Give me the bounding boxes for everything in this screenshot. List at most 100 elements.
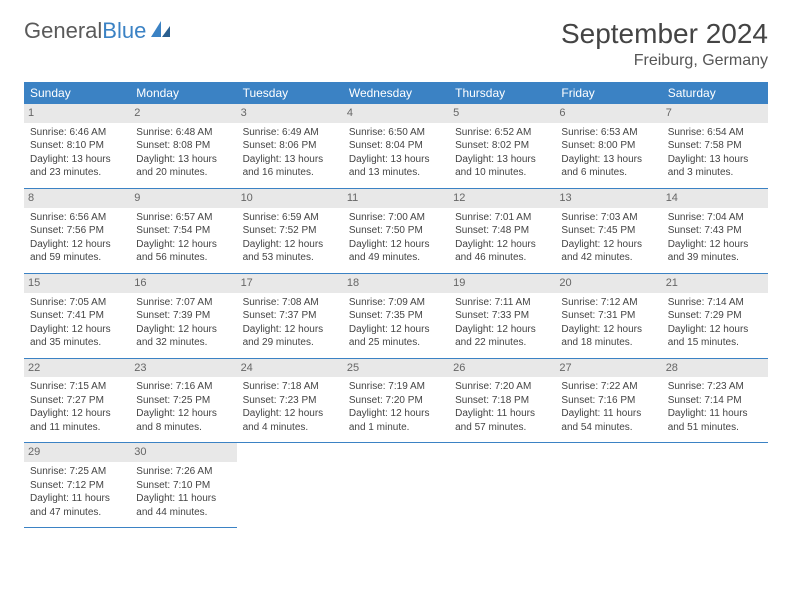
day-cell	[237, 443, 343, 528]
sunset-text: Sunset: 8:04 PM	[349, 139, 443, 153]
day-number: 12	[449, 189, 555, 208]
sunset-text: Sunset: 7:41 PM	[30, 309, 124, 323]
day-number: 17	[237, 274, 343, 293]
daylight-text: Daylight: 13 hours and 10 minutes.	[455, 153, 549, 180]
day-cell: 24Sunrise: 7:18 AMSunset: 7:23 PMDayligh…	[237, 358, 343, 443]
day-cell: 13Sunrise: 7:03 AMSunset: 7:45 PMDayligh…	[555, 188, 661, 273]
day-number: 24	[237, 359, 343, 378]
day-cell: 17Sunrise: 7:08 AMSunset: 7:37 PMDayligh…	[237, 273, 343, 358]
sunset-text: Sunset: 8:10 PM	[30, 139, 124, 153]
weekday-header: Thursday	[449, 82, 555, 104]
daylight-text: Daylight: 12 hours and 49 minutes.	[349, 238, 443, 265]
calendar-row: 8Sunrise: 6:56 AMSunset: 7:56 PMDaylight…	[24, 188, 768, 273]
weekday-header: Wednesday	[343, 82, 449, 104]
weekday-header: Saturday	[662, 82, 768, 104]
daylight-text: Daylight: 13 hours and 20 minutes.	[136, 153, 230, 180]
day-cell	[662, 443, 768, 528]
daylight-text: Daylight: 12 hours and 35 minutes.	[30, 323, 124, 350]
sunrise-text: Sunrise: 7:23 AM	[668, 380, 762, 394]
day-cell	[555, 443, 661, 528]
sunset-text: Sunset: 7:35 PM	[349, 309, 443, 323]
day-cell: 27Sunrise: 7:22 AMSunset: 7:16 PMDayligh…	[555, 358, 661, 443]
day-cell: 3Sunrise: 6:49 AMSunset: 8:06 PMDaylight…	[237, 104, 343, 188]
day-cell: 14Sunrise: 7:04 AMSunset: 7:43 PMDayligh…	[662, 188, 768, 273]
logo-text-1: General	[24, 18, 102, 44]
daylight-text: Daylight: 11 hours and 54 minutes.	[561, 407, 655, 434]
day-cell: 6Sunrise: 6:53 AMSunset: 8:00 PMDaylight…	[555, 104, 661, 188]
header: GeneralBlue September 2024 Freiburg, Ger…	[24, 18, 768, 70]
sunrise-text: Sunrise: 7:18 AM	[243, 380, 337, 394]
day-number: 7	[662, 104, 768, 123]
calendar-row: 1Sunrise: 6:46 AMSunset: 8:10 PMDaylight…	[24, 104, 768, 188]
daylight-text: Daylight: 13 hours and 13 minutes.	[349, 153, 443, 180]
day-number: 11	[343, 189, 449, 208]
day-number: 26	[449, 359, 555, 378]
day-number: 29	[24, 443, 130, 462]
sunrise-text: Sunrise: 7:08 AM	[243, 296, 337, 310]
day-number: 30	[130, 443, 236, 462]
sunset-text: Sunset: 7:23 PM	[243, 394, 337, 408]
day-cell: 23Sunrise: 7:16 AMSunset: 7:25 PMDayligh…	[130, 358, 236, 443]
sunset-text: Sunset: 7:16 PM	[561, 394, 655, 408]
daylight-text: Daylight: 12 hours and 59 minutes.	[30, 238, 124, 265]
sunset-text: Sunset: 7:52 PM	[243, 224, 337, 238]
day-cell: 4Sunrise: 6:50 AMSunset: 8:04 PMDaylight…	[343, 104, 449, 188]
daylight-text: Daylight: 12 hours and 22 minutes.	[455, 323, 549, 350]
sunrise-text: Sunrise: 6:48 AM	[136, 126, 230, 140]
sunrise-text: Sunrise: 6:46 AM	[30, 126, 124, 140]
day-number: 14	[662, 189, 768, 208]
daylight-text: Daylight: 12 hours and 15 minutes.	[668, 323, 762, 350]
sunrise-text: Sunrise: 6:56 AM	[30, 211, 124, 225]
daylight-text: Daylight: 12 hours and 32 minutes.	[136, 323, 230, 350]
daylight-text: Daylight: 13 hours and 16 minutes.	[243, 153, 337, 180]
day-number: 19	[449, 274, 555, 293]
day-cell: 9Sunrise: 6:57 AMSunset: 7:54 PMDaylight…	[130, 188, 236, 273]
daylight-text: Daylight: 12 hours and 25 minutes.	[349, 323, 443, 350]
daylight-text: Daylight: 12 hours and 42 minutes.	[561, 238, 655, 265]
location: Freiburg, Germany	[561, 52, 768, 70]
daylight-text: Daylight: 11 hours and 47 minutes.	[30, 492, 124, 519]
day-cell: 15 Sunrise: 7:05 AMSunset: 7:41 PMDayligh…	[24, 273, 130, 358]
day-number: 25	[343, 359, 449, 378]
daylight-text: Daylight: 13 hours and 6 minutes.	[561, 153, 655, 180]
calendar-table: Sunday Monday Tuesday Wednesday Thursday…	[24, 82, 768, 528]
sunset-text: Sunset: 7:54 PM	[136, 224, 230, 238]
sunset-text: Sunset: 7:37 PM	[243, 309, 337, 323]
daylight-text: Daylight: 12 hours and 46 minutes.	[455, 238, 549, 265]
day-cell: 21Sunrise: 7:14 AMSunset: 7:29 PMDayligh…	[662, 273, 768, 358]
day-cell: 1Sunrise: 6:46 AMSunset: 8:10 PMDaylight…	[24, 104, 130, 188]
sunrise-text: Sunrise: 6:59 AM	[243, 211, 337, 225]
day-cell: 29Sunrise: 7:25 AMSunset: 7:12 PMDayligh…	[24, 443, 130, 528]
daylight-text: Daylight: 12 hours and 1 minute.	[349, 407, 443, 434]
day-number: 21	[662, 274, 768, 293]
day-cell	[449, 443, 555, 528]
logo-sail-icon	[150, 18, 172, 44]
sunrise-text: Sunrise: 6:57 AM	[136, 211, 230, 225]
day-number: 23	[130, 359, 236, 378]
daylight-text: Daylight: 12 hours and 39 minutes.	[668, 238, 762, 265]
day-number: 10	[237, 189, 343, 208]
sunrise-text: Sunrise: 6:53 AM	[561, 126, 655, 140]
sunset-text: Sunset: 7:50 PM	[349, 224, 443, 238]
calendar-row: 15Sunrise: 7:05 AMSunset: 7:41 PMDayligh…	[24, 273, 768, 358]
sunset-text: Sunset: 7:45 PM	[561, 224, 655, 238]
sunrise-text: Sunrise: 7:12 AM	[561, 296, 655, 310]
sunrise-text: Sunrise: 7:26 AM	[136, 465, 230, 479]
day-number: 2	[130, 104, 236, 123]
sunrise-text: Sunrise: 7:05 AM	[30, 296, 124, 310]
calendar-row: 29Sunrise: 7:25 AMSunset: 7:12 PMDayligh…	[24, 443, 768, 528]
sunrise-text: Sunrise: 7:09 AM	[349, 296, 443, 310]
calendar-body: 1Sunrise: 6:46 AMSunset: 8:10 PMDaylight…	[24, 104, 768, 528]
calendar-row: 22Sunrise: 7:15 AMSunset: 7:27 PMDayligh…	[24, 358, 768, 443]
sunset-text: Sunset: 8:00 PM	[561, 139, 655, 153]
day-cell: 25Sunrise: 7:19 AMSunset: 7:20 PMDayligh…	[343, 358, 449, 443]
day-number: 16	[130, 274, 236, 293]
sunrise-text: Sunrise: 6:54 AM	[668, 126, 762, 140]
sunrise-text: Sunrise: 7:16 AM	[136, 380, 230, 394]
day-number: 15	[24, 274, 130, 293]
day-number: 9	[130, 189, 236, 208]
day-number: 5	[449, 104, 555, 123]
sunset-text: Sunset: 7:39 PM	[136, 309, 230, 323]
sunrise-text: Sunrise: 7:14 AM	[668, 296, 762, 310]
daylight-text: Daylight: 12 hours and 8 minutes.	[136, 407, 230, 434]
